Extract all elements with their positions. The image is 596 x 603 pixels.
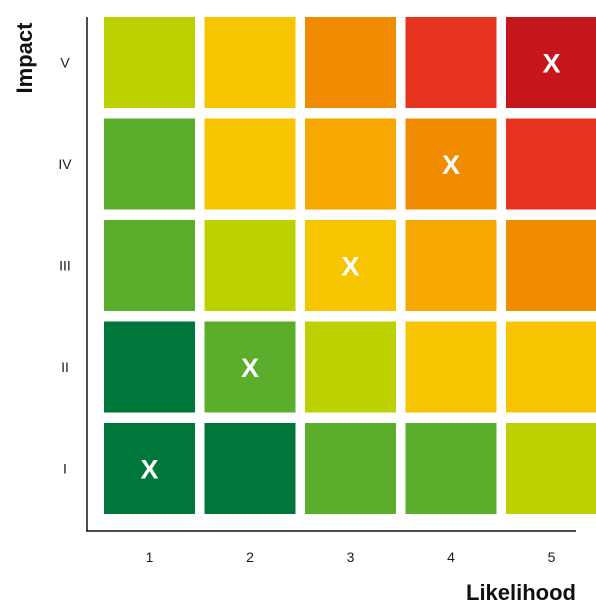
cell-5-II [506,321,596,413]
risk-mark: X [140,455,158,485]
cell-2-III [204,220,296,311]
x-tick-label: 2 [246,549,254,565]
x-tick-label: 3 [347,549,355,565]
cell-4-V [405,17,497,108]
cell-3-II [305,321,396,413]
risk-mark: X [341,252,359,282]
y-tick-label: V [60,55,70,71]
y-tick-label: I [63,461,67,477]
marks-layer: X X X X X [140,49,560,485]
risk-mark: X [241,353,259,383]
cell-5-IV [506,118,596,210]
risk-mark: X [442,150,460,180]
cell-5-III [506,220,596,311]
x-axis-title: Likelihood [466,580,576,603]
y-tick-label: IV [58,156,72,172]
cell-2-V [204,17,296,108]
y-tick-label: III [59,258,71,274]
cell-1-II [104,321,195,413]
cells-layer [104,17,596,514]
x-tick-label: 5 [548,549,556,565]
x-tick-label: 1 [146,549,154,565]
cell-3-V [305,17,396,108]
cell-1-V [104,17,195,108]
cell-4-II [405,321,497,413]
cell-3-IV [305,118,396,210]
risk-mark: X [542,49,560,79]
y-tick-label: II [61,359,69,375]
x-tick-label: 4 [447,549,455,565]
cell-2-I [204,423,296,514]
cell-4-IV [405,118,497,210]
cell-2-IV [204,118,296,210]
cell-5-V [506,17,596,108]
cell-5-I [506,423,596,514]
cell-1-I [104,423,195,514]
cell-3-I [305,423,396,514]
cell-1-IV [104,118,195,210]
cell-1-III [104,220,195,311]
cell-4-I [405,423,497,514]
x-tick-labels: 1 2 3 4 5 [146,549,556,565]
cell-4-III [405,220,497,311]
cell-3-III [305,220,396,311]
y-axis-title: Impact [12,22,37,94]
cell-2-II [204,321,296,413]
